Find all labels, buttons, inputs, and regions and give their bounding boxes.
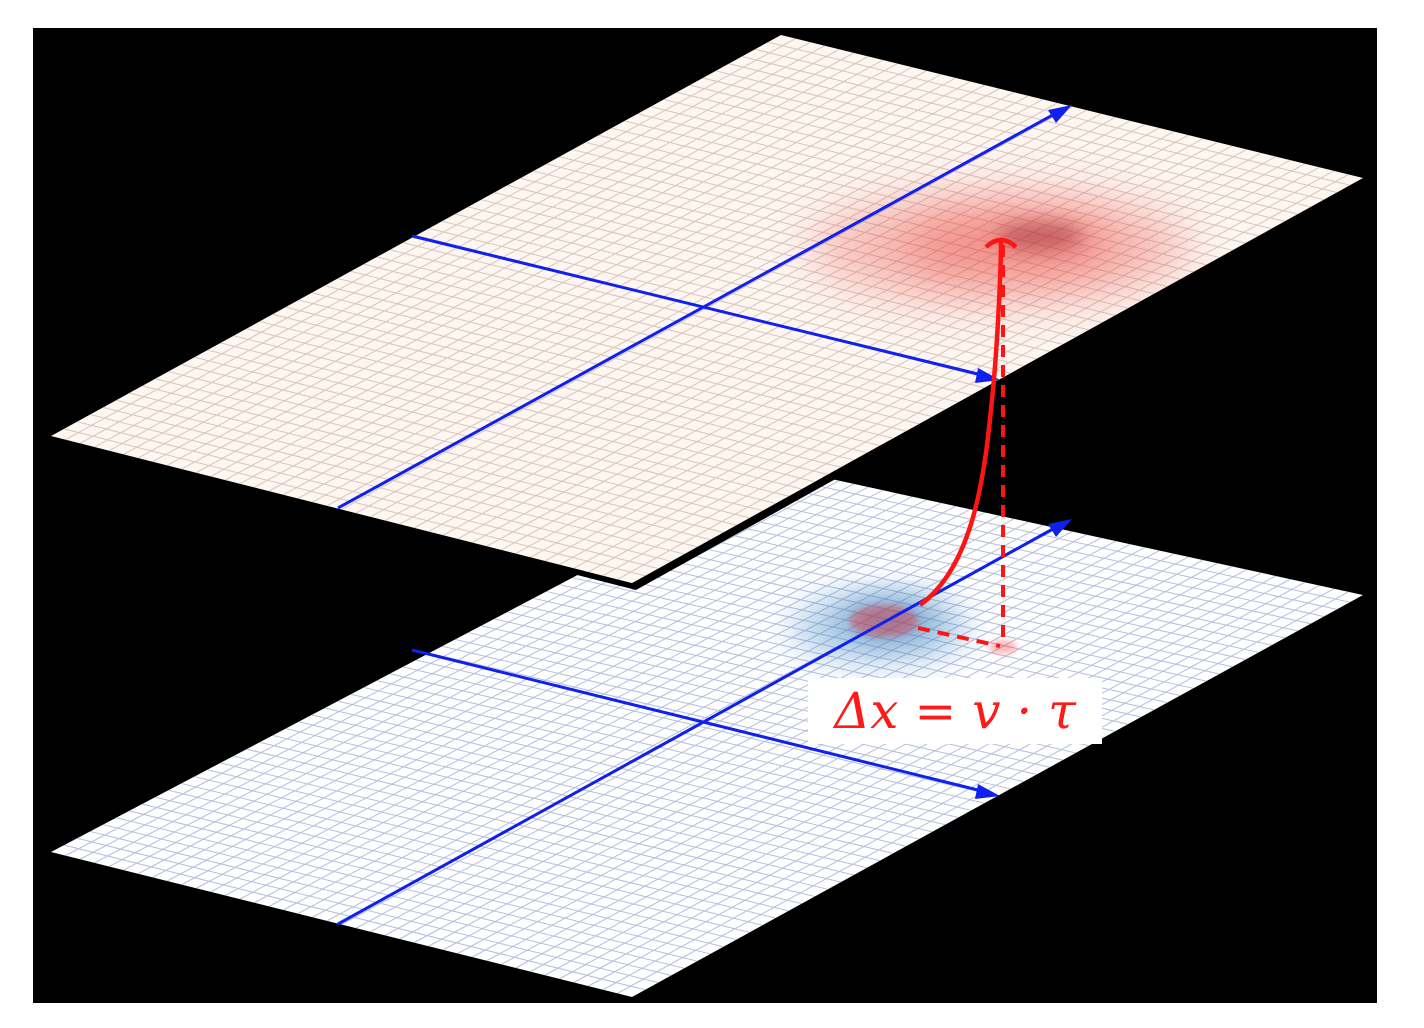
grid-line (220, 342, 802, 490)
grid-line (441, 645, 1024, 783)
grid-line (233, 335, 815, 483)
grid-line (116, 399, 698, 548)
trajectory-endpoint-mark (984, 237, 1018, 258)
grid-line (89, 830, 672, 976)
grid-line (89, 414, 672, 562)
grid-line (168, 789, 750, 933)
upper-axis-y (411, 234, 987, 378)
grid-line (116, 817, 698, 962)
grid-line (676, 91, 1259, 237)
grid-line (389, 673, 972, 811)
grid-line (233, 755, 815, 897)
lower-axis-y-arrowhead (975, 784, 1000, 799)
grid-line (142, 803, 724, 948)
grid-line (454, 638, 1037, 775)
displacement-horizontal-dashed-line (917, 626, 1001, 648)
grid-line (129, 810, 711, 955)
grid-line (481, 199, 1063, 345)
grid-line (715, 70, 1298, 215)
lower-plane (51, 468, 1363, 997)
grid-line (103, 406, 685, 555)
grid-line (402, 242, 985, 389)
grid-line (155, 796, 737, 941)
grid-line (259, 741, 841, 883)
shifted-red-spot (989, 640, 1017, 654)
grid-line (389, 249, 972, 396)
grid-line (63, 844, 646, 991)
grid-line (728, 63, 1311, 208)
lower-axis-y (411, 648, 987, 794)
grid-line (754, 48, 1338, 193)
grid-line (363, 263, 946, 410)
grid-line (702, 508, 1285, 639)
grid-line (181, 782, 763, 926)
grid-line (272, 734, 855, 876)
grid-line (402, 666, 985, 804)
grid-line (376, 680, 959, 819)
grid-line (715, 501, 1298, 632)
grid-line (155, 378, 737, 526)
grid-line (337, 700, 920, 840)
lower-axis-x (337, 523, 1061, 926)
grid-line (272, 313, 855, 461)
grid-line (246, 328, 828, 476)
grid-line (298, 299, 881, 447)
trajectory-curve (918, 249, 1004, 607)
grid-line (324, 285, 907, 432)
lower-axis-x-arrowhead (1048, 519, 1072, 537)
lower-blob (790, 590, 1017, 666)
grid-line (168, 371, 750, 519)
grid-line (350, 270, 933, 418)
grid-line (767, 474, 1351, 603)
grid-line (741, 55, 1324, 201)
grid-line (246, 748, 828, 890)
upper-axis-x-arrowhead (1048, 105, 1072, 123)
grid-line (76, 837, 659, 984)
grid-line (689, 84, 1272, 230)
grid-line (63, 428, 646, 577)
upper-axis-x (337, 109, 1061, 510)
grid-line (337, 277, 920, 425)
grid-line (194, 776, 776, 919)
grid-line (676, 522, 1259, 653)
grid-line (454, 213, 1037, 360)
grid-line (76, 421, 659, 570)
grid-line (702, 77, 1285, 222)
grid-line (376, 256, 959, 403)
grid-line (741, 488, 1324, 618)
grid-line (428, 652, 1011, 790)
grid-line (441, 220, 1024, 367)
grid-line (259, 320, 841, 468)
grid-line (207, 349, 789, 497)
grid-line (207, 769, 789, 912)
grid-line (324, 707, 907, 847)
grid-line (663, 529, 1246, 661)
grid-line (311, 714, 894, 854)
equation-label: Δx = v · τ (808, 678, 1102, 744)
grid-line (311, 292, 894, 439)
grid-line (728, 494, 1311, 625)
grid-line (468, 206, 1050, 353)
grid-line (689, 515, 1272, 646)
grid-line (468, 632, 1050, 768)
grid-line (415, 659, 998, 797)
grid-line (129, 392, 711, 541)
grid-line (103, 824, 685, 969)
grid-line (181, 363, 763, 512)
grid-line (285, 728, 868, 869)
grid-line (428, 227, 1011, 374)
grid-line (298, 721, 881, 862)
grid-line (194, 356, 776, 504)
grid-line (142, 385, 724, 533)
grid-line (754, 481, 1337, 610)
grid-line (220, 762, 802, 905)
grid-line (494, 192, 1076, 338)
grid-line (363, 686, 946, 826)
grid-line (285, 306, 868, 454)
grid-line (350, 693, 933, 833)
